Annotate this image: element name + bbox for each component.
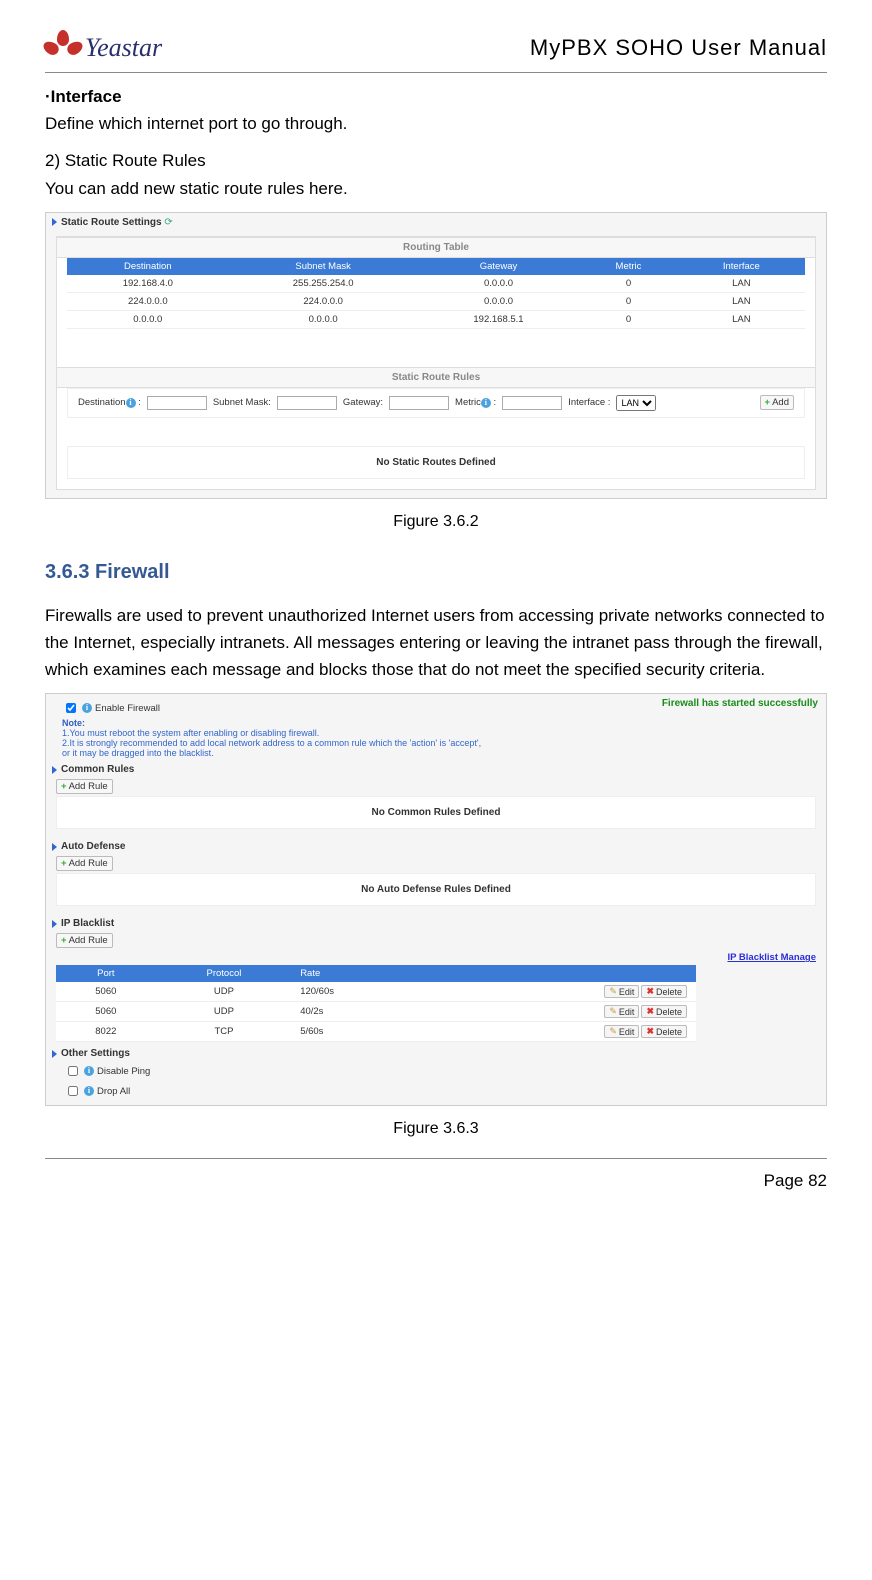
table-row: 224.0.0.0224.0.0.00.0.0.00LAN xyxy=(67,292,805,310)
col-metric: Metric xyxy=(579,258,677,275)
metric-label: Metrici : xyxy=(455,397,496,408)
enable-firewall-label: Enable Firewall xyxy=(95,703,160,714)
logo: Yeastar xyxy=(45,30,162,66)
arrow-icon xyxy=(52,920,57,928)
edit-button[interactable]: ✎Edit xyxy=(604,985,639,998)
arrow-icon xyxy=(52,766,57,774)
note-heading: Note: xyxy=(62,718,481,728)
info-icon[interactable]: i xyxy=(84,1086,94,1096)
common-rules-heading: Common Rules xyxy=(61,764,134,775)
figure-362-caption: Figure 3.6.2 xyxy=(45,513,827,531)
note-line: 1.You must reboot the system after enabl… xyxy=(62,728,481,738)
auto-defense-heading: Auto Defense xyxy=(61,841,125,852)
delete-button[interactable]: ✖Delete xyxy=(641,1005,687,1018)
add-blacklist-rule-button[interactable]: +Add Rule xyxy=(56,933,113,948)
page-footer: Page 82 xyxy=(45,1158,827,1191)
mask-label: Subnet Mask: xyxy=(213,397,271,408)
col-iface: Interface xyxy=(678,258,805,275)
pencil-icon: ✎ xyxy=(609,1006,617,1017)
ip-blacklist-heading: IP Blacklist xyxy=(61,918,114,929)
delete-button[interactable]: ✖Delete xyxy=(641,1025,687,1038)
plus-icon: + xyxy=(61,935,67,946)
info-icon[interactable]: i xyxy=(84,1066,94,1076)
x-icon: ✖ xyxy=(646,1026,654,1037)
enable-firewall-check[interactable] xyxy=(66,703,76,713)
add-button[interactable]: +Add xyxy=(760,395,794,410)
drop-all-label: Drop All xyxy=(97,1086,130,1097)
col-gw: Gateway xyxy=(418,258,580,275)
disable-ping-check[interactable] xyxy=(68,1066,78,1076)
x-icon: ✖ xyxy=(646,986,654,997)
firewall-desc: Firewalls are used to prevent unauthoriz… xyxy=(45,602,827,684)
ip-blacklist-manage-link[interactable]: IP Blacklist Manage xyxy=(727,952,816,963)
dest-label: Destinationi : xyxy=(78,397,141,408)
iface-label: Interface : xyxy=(568,397,610,408)
info-icon[interactable]: i xyxy=(82,703,92,713)
dest-input[interactable] xyxy=(147,396,207,410)
firewall-heading: 3.6.3 Firewall xyxy=(45,561,827,584)
gw-input[interactable] xyxy=(389,396,449,410)
drop-all-check[interactable] xyxy=(68,1086,78,1096)
col-protocol: Protocol xyxy=(156,965,293,982)
static-route-settings-label: Static Route Settings xyxy=(61,217,162,228)
routing-table-title: Routing Table xyxy=(57,237,815,258)
add-common-rule-button[interactable]: +Add Rule xyxy=(56,779,113,794)
firewall-status: Firewall has started successfully xyxy=(662,698,818,709)
blacklist-table: Port Protocol Rate 5060UDP120/60s ✎Edit✖… xyxy=(56,965,696,1042)
static-rules-heading: 2) Static Route Rules xyxy=(45,151,206,170)
arrow-icon xyxy=(52,218,57,226)
add-auto-rule-button[interactable]: +Add Rule xyxy=(56,856,113,871)
table-row: 5060UDP120/60s ✎Edit✖Delete xyxy=(56,982,696,1002)
note-line: or it may be dragged into the blacklist. xyxy=(62,748,481,758)
figure-362-screenshot: Static Route Settings ⟳ Routing Table De… xyxy=(45,212,827,499)
info-icon[interactable]: i xyxy=(126,398,136,408)
disable-ping-label: Disable Ping xyxy=(97,1066,150,1077)
other-settings-heading: Other Settings xyxy=(61,1048,130,1059)
table-row: 5060UDP40/2s ✎Edit✖Delete xyxy=(56,1002,696,1022)
iface-select[interactable]: LAN xyxy=(616,395,656,411)
doc-title: MyPBX SOHO User Manual xyxy=(530,35,827,61)
interface-desc: Define which internet port to go through… xyxy=(45,114,347,133)
col-port: Port xyxy=(56,965,156,982)
col-dest: Destination xyxy=(67,258,229,275)
clover-icon xyxy=(45,30,81,66)
arrow-icon xyxy=(52,1050,57,1058)
static-rules-desc: You can add new static route rules here. xyxy=(45,179,348,198)
x-icon: ✖ xyxy=(646,1006,654,1017)
col-mask: Subnet Mask xyxy=(229,258,418,275)
no-auto-rules-msg: No Auto Defense Rules Defined xyxy=(56,873,816,906)
figure-363-screenshot: iEnable Firewall Note: 1.You must reboot… xyxy=(45,693,827,1106)
no-static-routes-msg: No Static Routes Defined xyxy=(67,446,805,479)
add-route-form: Destinationi : Subnet Mask: Gateway: Met… xyxy=(67,388,805,418)
interface-heading: ·Interface xyxy=(45,87,122,106)
pencil-icon: ✎ xyxy=(609,986,617,997)
pencil-icon: ✎ xyxy=(609,1026,617,1037)
brand-text: Yeastar xyxy=(85,33,162,63)
table-row: 192.168.4.0255.255.254.00.0.0.00LAN xyxy=(67,275,805,293)
table-row: 8022TCP5/60s ✎Edit✖Delete xyxy=(56,1022,696,1042)
no-common-rules-msg: No Common Rules Defined xyxy=(56,796,816,829)
delete-button[interactable]: ✖Delete xyxy=(641,985,687,998)
col-rate: Rate xyxy=(292,965,426,982)
edit-button[interactable]: ✎Edit xyxy=(604,1005,639,1018)
plus-icon: + xyxy=(765,397,771,408)
table-row: 0.0.0.00.0.0.0192.168.5.10LAN xyxy=(67,310,805,328)
plus-icon: + xyxy=(61,858,67,869)
plus-icon: + xyxy=(61,781,67,792)
metric-input[interactable] xyxy=(502,396,562,410)
static-route-rules-title: Static Route Rules xyxy=(57,367,815,388)
arrow-icon xyxy=(52,843,57,851)
mask-input[interactable] xyxy=(277,396,337,410)
note-line: 2.It is strongly recommended to add loca… xyxy=(62,738,481,748)
figure-363-caption: Figure 3.6.3 xyxy=(45,1120,827,1138)
routing-table: Destination Subnet Mask Gateway Metric I… xyxy=(67,258,805,329)
info-icon[interactable]: i xyxy=(481,398,491,408)
gw-label: Gateway: xyxy=(343,397,383,408)
edit-button[interactable]: ✎Edit xyxy=(604,1025,639,1038)
